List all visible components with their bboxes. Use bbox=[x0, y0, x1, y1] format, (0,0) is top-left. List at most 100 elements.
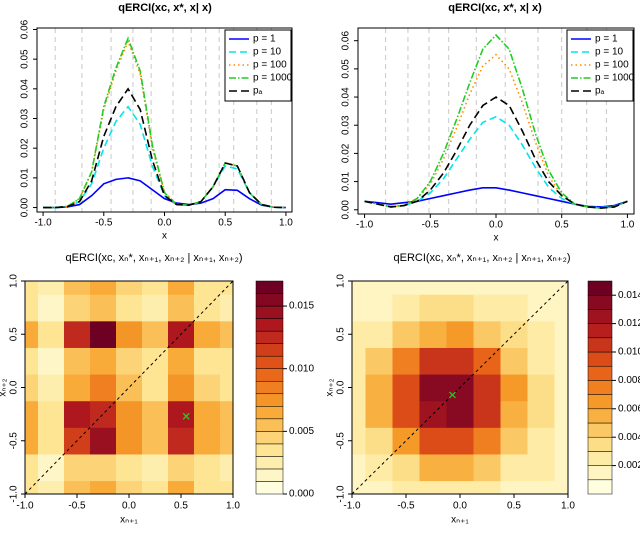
heat-cell bbox=[446, 347, 474, 375]
series-line bbox=[364, 186, 628, 208]
heat-cell bbox=[392, 454, 420, 482]
x-tick-label: -1.0 bbox=[16, 501, 34, 512]
heat-cell bbox=[419, 281, 447, 295]
colorbar-band bbox=[255, 330, 284, 344]
heat-cell bbox=[116, 320, 143, 348]
heat-cell bbox=[419, 374, 447, 402]
heat-cell bbox=[38, 347, 65, 375]
x-tick-label: -1.0 bbox=[343, 501, 361, 512]
colorbar-band bbox=[587, 309, 613, 324]
colorbar-band bbox=[255, 456, 284, 470]
heat-cell bbox=[38, 427, 65, 455]
heat-cell bbox=[554, 400, 569, 428]
heat-cell bbox=[419, 480, 447, 495]
heat-cell bbox=[500, 281, 528, 295]
y-tick-label: 0.0 bbox=[336, 380, 347, 394]
colorbar-tick-label: 0.015 bbox=[289, 301, 314, 312]
series-line bbox=[364, 53, 628, 209]
heat-cell bbox=[419, 320, 447, 348]
heat-cell bbox=[220, 480, 234, 495]
heat-cell bbox=[500, 374, 528, 402]
heat-cell bbox=[446, 427, 474, 455]
heat-cell bbox=[64, 347, 91, 375]
heat-cell bbox=[220, 374, 234, 402]
heat-cell bbox=[473, 374, 501, 402]
heat-cell bbox=[365, 281, 393, 295]
heat-cell bbox=[25, 347, 39, 375]
y-tick-label: 0.04 bbox=[20, 79, 31, 99]
series-line bbox=[364, 33, 628, 209]
colorbar-band bbox=[587, 380, 613, 395]
y-tick-label: 0.06 bbox=[20, 19, 31, 39]
heat-cell bbox=[419, 294, 447, 322]
heat-cell bbox=[500, 294, 528, 322]
x-tick-label: -1.0 bbox=[34, 218, 52, 229]
heat-cell bbox=[116, 427, 143, 455]
heat-cell bbox=[64, 281, 91, 295]
heat-cell bbox=[194, 281, 221, 295]
heat-cell bbox=[38, 374, 65, 402]
heat-cell bbox=[365, 427, 393, 455]
heat-cell bbox=[352, 320, 366, 348]
heat-cell bbox=[194, 347, 221, 375]
heat-cell bbox=[116, 347, 143, 375]
heat-cell bbox=[64, 400, 91, 428]
heat-cell bbox=[194, 400, 221, 428]
x-tick-label: -0.5 bbox=[397, 501, 415, 512]
heat-cell bbox=[365, 294, 393, 322]
heat-cell bbox=[446, 400, 474, 428]
heat-cell bbox=[473, 427, 501, 455]
heat-cell bbox=[446, 480, 474, 495]
heat-cell bbox=[38, 281, 65, 295]
heat-cell bbox=[352, 294, 366, 322]
heat-cell bbox=[142, 374, 169, 402]
y-tick-label: 0.00 bbox=[20, 197, 31, 217]
colorbar-tick-label: 0.008 bbox=[618, 375, 640, 386]
colorbar-band bbox=[255, 355, 284, 369]
heat-cell bbox=[90, 347, 117, 375]
heat-cell bbox=[500, 427, 528, 455]
x-tick-label: 1.0 bbox=[279, 218, 293, 229]
heat-cell bbox=[365, 480, 393, 495]
heat-cell bbox=[25, 400, 39, 428]
y-tick-label: 0.05 bbox=[20, 49, 31, 69]
heat-cell bbox=[64, 320, 91, 348]
heat-cell bbox=[527, 400, 555, 428]
colorbar-band bbox=[255, 343, 284, 357]
x-tick-label: 0.5 bbox=[555, 220, 569, 231]
heat-cell bbox=[168, 281, 195, 295]
colorbar-band bbox=[255, 406, 284, 420]
y-tick-label: 0.03 bbox=[20, 108, 31, 128]
x-axis-label: x bbox=[494, 233, 499, 244]
marker bbox=[182, 412, 190, 420]
legend-label: p = 10 bbox=[253, 47, 282, 58]
colorbar-band bbox=[255, 481, 284, 495]
heat-cell bbox=[168, 347, 195, 375]
y-tick-label: 0.02 bbox=[20, 138, 31, 158]
heat-cell bbox=[90, 480, 117, 495]
heat-cell bbox=[90, 400, 117, 428]
x-tick-label: 0.0 bbox=[122, 501, 136, 512]
heat-cell bbox=[554, 480, 569, 495]
heat-cell bbox=[419, 347, 447, 375]
x-axis-label: xₙ₊₁ bbox=[451, 515, 469, 526]
colorbar-band bbox=[587, 351, 613, 367]
heat-cell bbox=[64, 294, 91, 322]
colorbar-tick-label: 0.010 bbox=[289, 363, 314, 374]
y-tick-label: 0.00 bbox=[341, 200, 352, 220]
heat-cell bbox=[419, 454, 447, 482]
diagonal bbox=[351, 280, 569, 495]
colorbar-band bbox=[587, 337, 613, 353]
heat-cell bbox=[220, 454, 234, 482]
heat-cell bbox=[168, 294, 195, 322]
heat-cell bbox=[25, 294, 39, 322]
x-tick-label: 1.0 bbox=[620, 220, 634, 231]
colorbar-band bbox=[587, 294, 613, 310]
heat-cell bbox=[527, 320, 555, 348]
y-tick-label: 1.0 bbox=[9, 274, 20, 288]
heat-cell bbox=[90, 294, 117, 322]
legend-label: p = 1000 bbox=[253, 73, 293, 84]
colorbar-band bbox=[587, 408, 613, 424]
heat-cell bbox=[392, 294, 420, 322]
heat-cell bbox=[25, 454, 39, 482]
